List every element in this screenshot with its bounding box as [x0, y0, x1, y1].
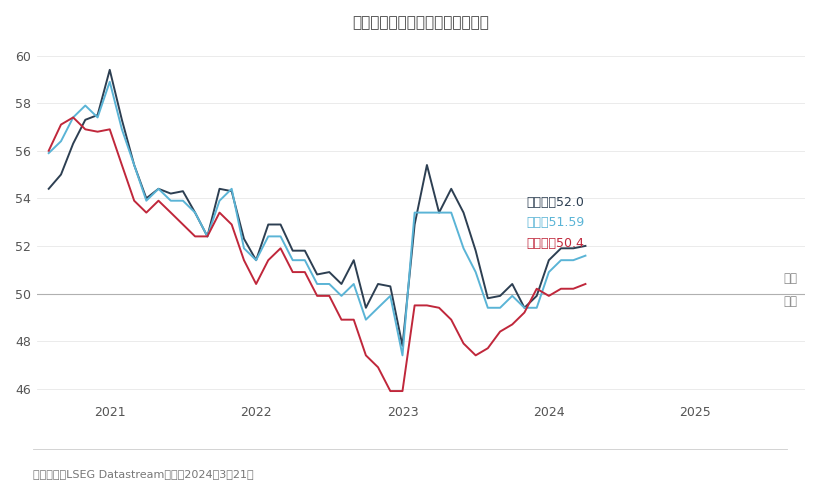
Text: 製造業：50.4: 製造業：50.4 — [526, 237, 584, 250]
Text: 資料來源：LSEG Datastream，截至2024年3月21日: 資料來源：LSEG Datastream，截至2024年3月21日 — [33, 469, 253, 479]
Text: 收縮: 收縮 — [782, 295, 796, 308]
Text: 擴張: 擴張 — [782, 271, 796, 284]
Text: 服務業：52.0: 服務業：52.0 — [526, 196, 584, 209]
Text: 綜合：51.59: 綜合：51.59 — [526, 216, 585, 229]
Title: 摩根大通全球採購經理指數新訂單: 摩根大通全球採購經理指數新訂單 — [352, 15, 489, 30]
